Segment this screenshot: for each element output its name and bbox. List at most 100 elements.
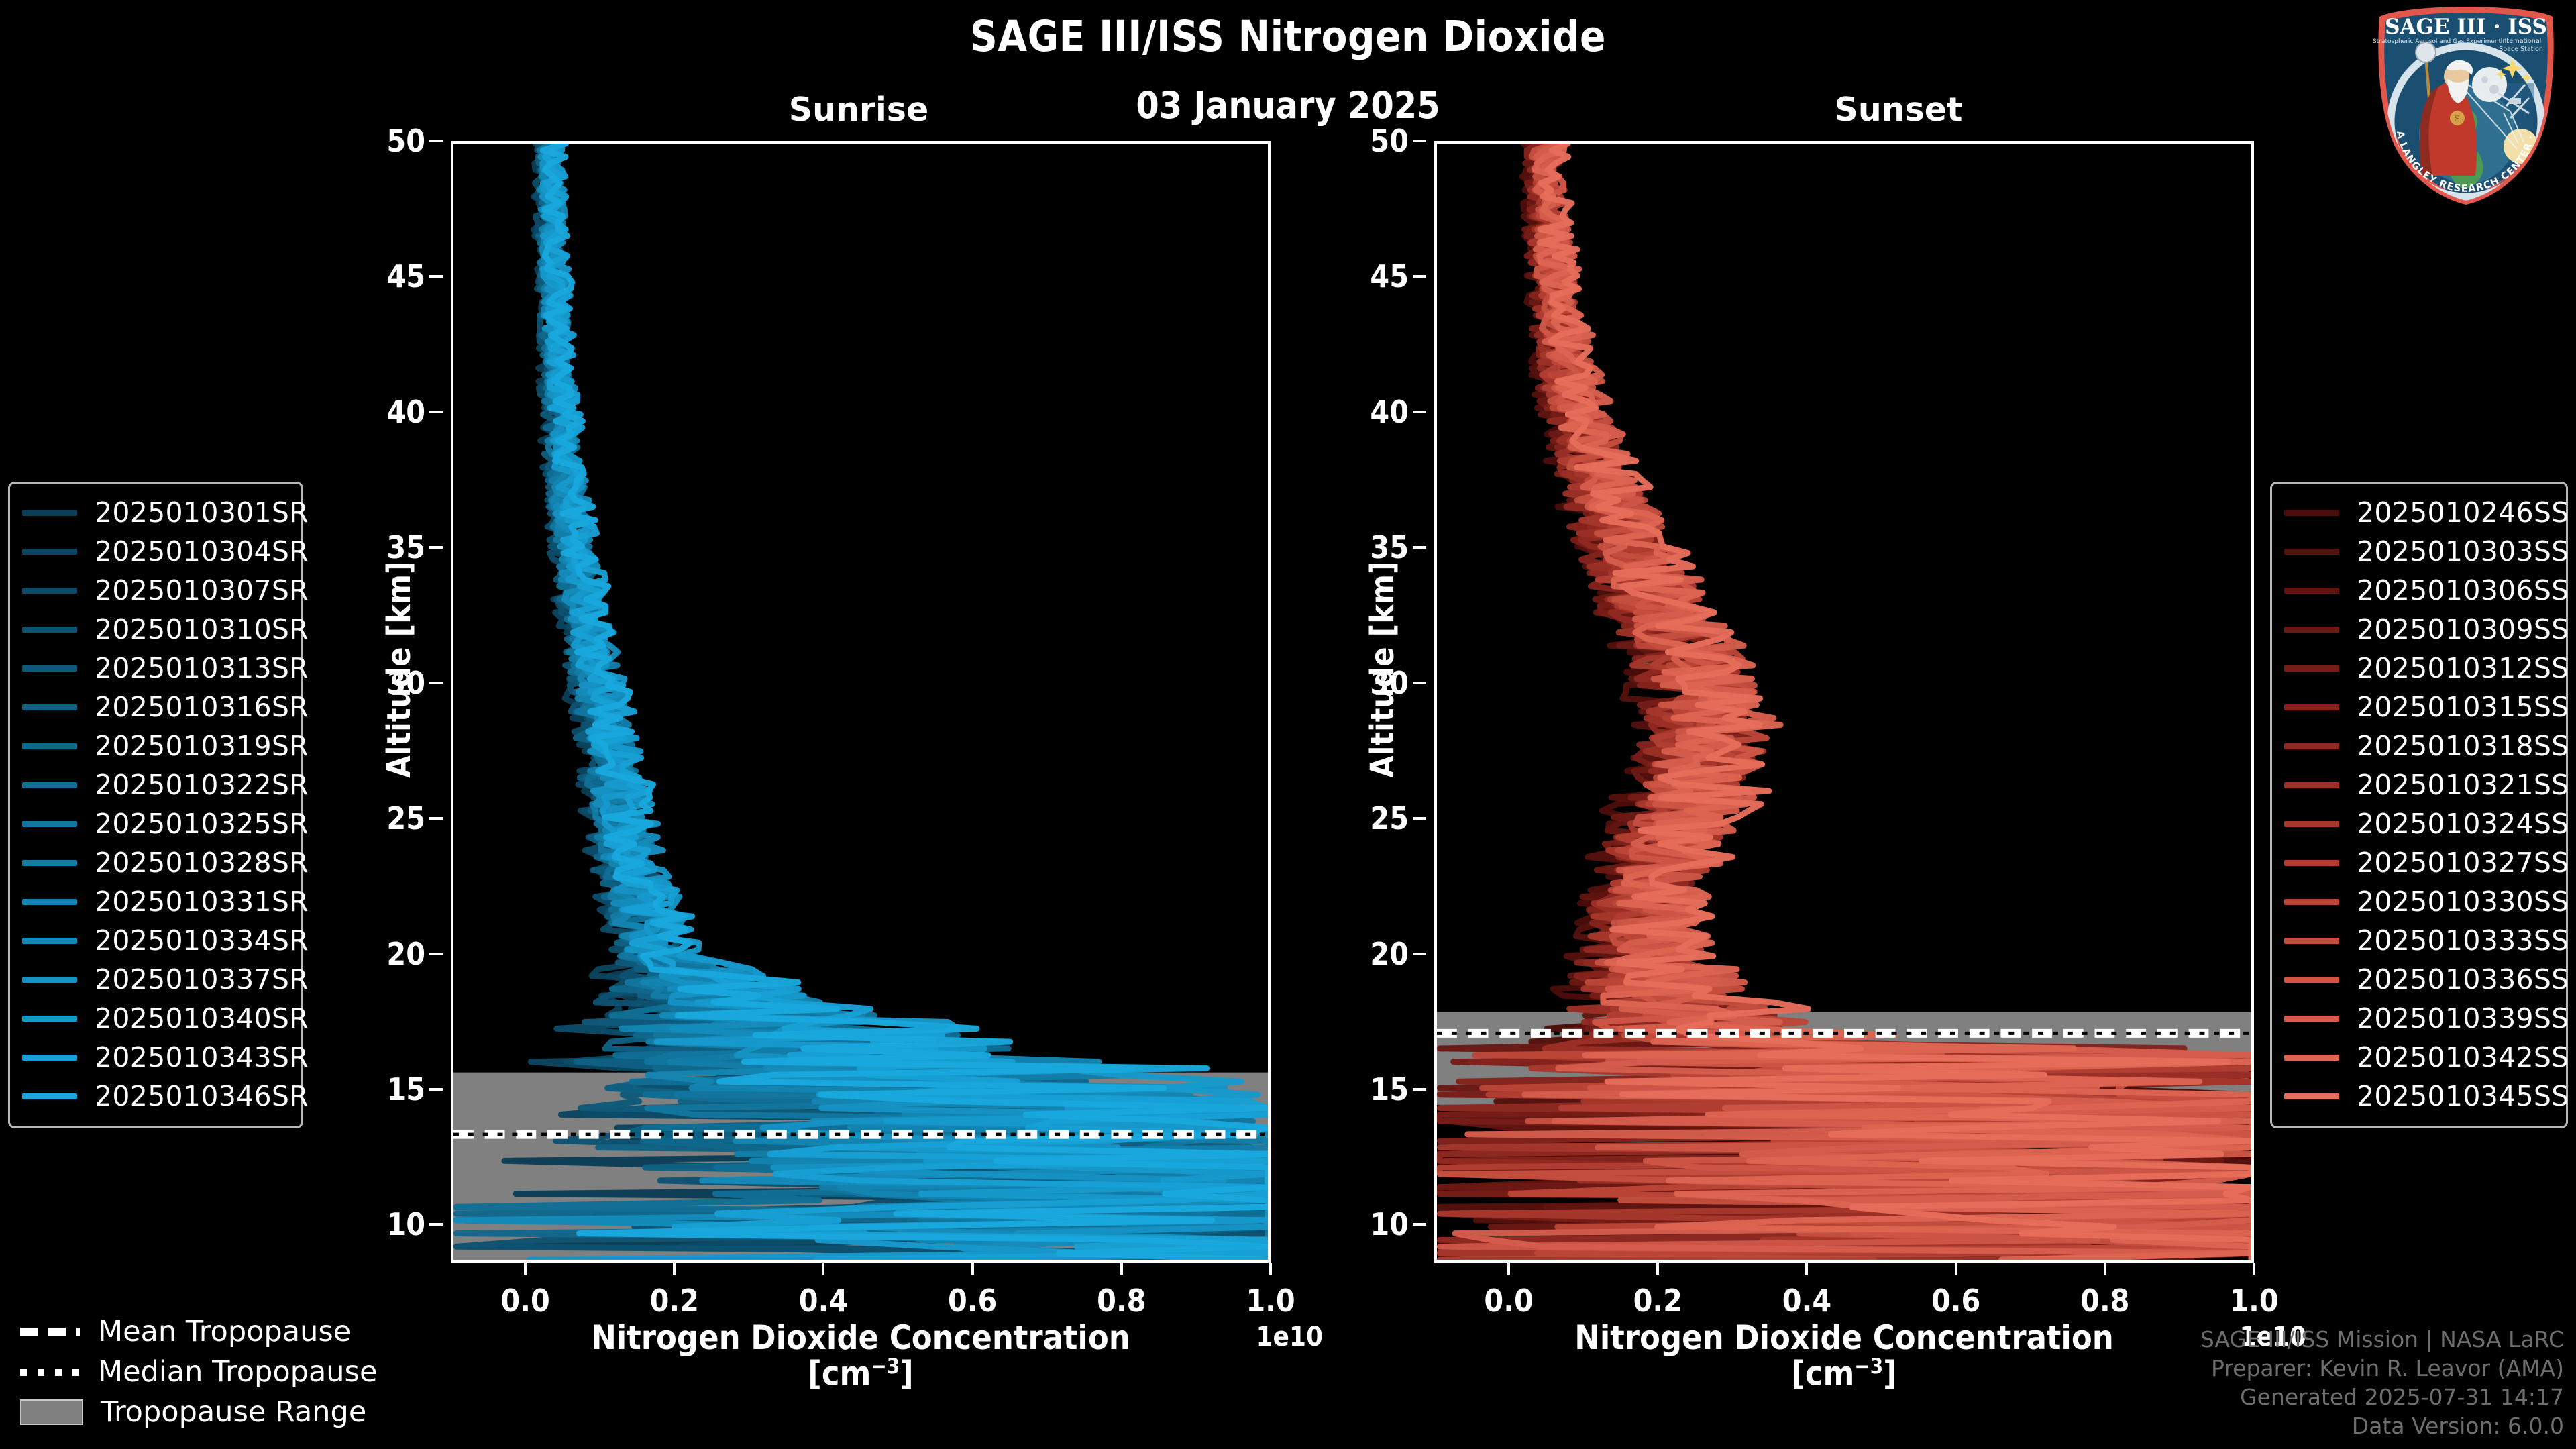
logo-sage-figure: S — [2415, 42, 2477, 176]
y-axis-tick-mark — [429, 816, 443, 820]
x-axis-tick-label: 0.8 — [1097, 1283, 1146, 1319]
legend-item[interactable]: 2025010330SS — [2284, 882, 2569, 921]
legend-item[interactable]: 2025010246SS — [2284, 493, 2569, 532]
sunrise-profile-traces — [453, 144, 1268, 1260]
legend-item[interactable]: 2025010337SR — [22, 960, 309, 999]
sunrise-y-axis: Altitude [km] 10 15 20 25 30 35 40 45 50 — [342, 123, 443, 1263]
legend-item-mean-tropopause: Mean Tropopause — [20, 1311, 449, 1352]
legend-color-swatch — [22, 898, 77, 905]
y-axis-tick-label: 15 — [1370, 1071, 1409, 1108]
sunrise-plot-area — [451, 141, 1271, 1263]
sunset-plot-area — [1434, 141, 2254, 1263]
sunset-series-legend[interactable]: 2025010246SS 2025010303SS 2025010306SS 2025… — [2270, 482, 2569, 1128]
logo-iss-station — [2498, 84, 2530, 119]
x-axis-tick-mark — [1656, 1263, 1660, 1275]
y-axis-tick-mark — [429, 1087, 443, 1091]
legend-item[interactable]: 2025010312SS — [2284, 649, 2569, 688]
legend-item[interactable]: 2025010322SR — [22, 765, 309, 804]
legend-color-swatch — [2284, 509, 2339, 516]
sunset-panel-title: Sunset — [1834, 91, 1963, 129]
sunset-profile-traces — [1437, 144, 2251, 1260]
y-axis-tick-label: 30 — [386, 664, 425, 701]
legend-color-swatch — [22, 704, 77, 710]
footer-mission: SAGE III/ISS Mission | NASA LaRC — [2200, 1326, 2564, 1353]
legend-series-label: 2025010336SS — [2357, 963, 2569, 996]
y-axis-tick-mark — [429, 681, 443, 684]
x-axis-tick-label: 0.6 — [947, 1283, 998, 1319]
legend-color-swatch — [2284, 859, 2339, 866]
legend-item[interactable]: 2025010343SR — [22, 1038, 309, 1077]
legend-series-label: 2025010333SS — [2357, 924, 2569, 957]
logo-ring — [2387, 42, 2545, 201]
legend-item[interactable]: 2025010303SS — [2284, 532, 2569, 571]
legend-item[interactable]: 2025010324SS — [2284, 804, 2569, 843]
legend-item[interactable]: 2025010342SS — [2284, 1038, 2569, 1077]
legend-item[interactable]: 2025010334SR — [22, 921, 309, 960]
y-axis-tick-mark — [429, 1223, 443, 1226]
page-title: SAGE III/ISS Nitrogen Dioxide — [969, 12, 1607, 61]
legend-item[interactable]: 2025010309SS — [2284, 610, 2569, 649]
x-axis-tick-mark — [673, 1263, 676, 1275]
y-axis-tick-mark — [1413, 410, 1426, 413]
legend-color-swatch — [2284, 820, 2339, 827]
logo-moon-crater-b — [2489, 85, 2499, 94]
legend-item[interactable]: 2025010325SR — [22, 804, 309, 843]
sunrise-x-label-exponent: −3 — [871, 1354, 900, 1379]
legend-series-label: 2025010301SR — [95, 496, 309, 529]
legend-item[interactable]: 2025010318SS — [2284, 727, 2569, 765]
y-axis-tick-mark — [1413, 140, 1426, 142]
legend-color-swatch — [22, 1093, 77, 1099]
y-axis-tick-mark — [1413, 1223, 1426, 1226]
legend-item[interactable]: 2025010307SR — [22, 571, 309, 610]
legend-item[interactable]: 2025010345SS — [2284, 1077, 2569, 1116]
legend-item[interactable]: 2025010306SS — [2284, 571, 2569, 610]
x-axis-tick-label: 0.2 — [649, 1283, 699, 1319]
legend-color-swatch — [2284, 704, 2339, 710]
y-axis-tick-mark — [429, 274, 443, 278]
legend-item[interactable]: 2025010336SS — [2284, 960, 2569, 999]
legend-item[interactable]: 2025010346SR — [22, 1077, 309, 1116]
tropopause-legend: Mean Tropopause Median Tropopause Tropop… — [20, 1311, 449, 1432]
legend-color-swatch — [2284, 1015, 2339, 1022]
legend-color-swatch — [22, 743, 77, 749]
legend-item[interactable]: 2025010319SR — [22, 727, 309, 765]
legend-item[interactable]: 2025010315SS — [2284, 688, 2569, 727]
legend-item[interactable]: 2025010310SR — [22, 610, 309, 649]
y-axis-tick-mark — [1413, 274, 1426, 278]
legend-item[interactable]: 2025010333SS — [2284, 921, 2569, 960]
legend-item[interactable]: 2025010321SS — [2284, 765, 2569, 804]
legend-item[interactable]: 2025010301SR — [22, 493, 309, 532]
legend-item[interactable]: 2025010331SR — [22, 882, 309, 921]
legend-item[interactable]: 2025010304SR — [22, 532, 309, 571]
x-axis-tick-label: 0.8 — [2080, 1283, 2130, 1319]
logo-beard — [2447, 79, 2469, 103]
x-axis-tick-label: 0.2 — [1633, 1283, 1682, 1319]
x-axis-tick-label: 0.6 — [1931, 1283, 1981, 1319]
legend-item[interactable]: 2025010328SR — [22, 843, 309, 882]
legend-item[interactable]: 2025010327SS — [2284, 843, 2569, 882]
sunset-axis-multiplier: 1e10 — [2239, 1322, 2306, 1352]
x-axis-tick-mark — [2253, 1263, 2255, 1275]
legend-color-swatch — [2284, 937, 2339, 944]
legend-color-swatch — [2284, 1054, 2339, 1061]
x-axis-tick-label: 0.4 — [1782, 1283, 1832, 1319]
legend-item[interactable]: 2025010316SR — [22, 688, 309, 727]
legend-color-swatch — [2284, 548, 2339, 555]
legend-color-swatch — [2284, 976, 2339, 983]
sunrise-x-label-line1: Nitrogen Dioxide Concentration — [591, 1318, 1130, 1357]
legend-series-label: 2025010330SS — [2357, 885, 2569, 918]
y-axis-tick-mark — [429, 952, 443, 955]
x-axis-tick-label: 0.0 — [1484, 1283, 1534, 1319]
logo-star-large — [2502, 58, 2522, 78]
footer-credits: SAGE III/ISS Mission | NASA LaRC Prepare… — [2200, 1326, 2564, 1441]
legend-item[interactable]: 2025010339SS — [2284, 999, 2569, 1038]
median-tropopause-label: Median Tropopause — [98, 1355, 378, 1389]
sunrise-series-legend[interactable]: 2025010301SR 2025010304SR 2025010307SR 2025… — [8, 482, 309, 1128]
sunrise-axis-multiplier: 1e10 — [1256, 1322, 1323, 1352]
logo-subtitle-right-line1: International — [2501, 38, 2542, 45]
y-axis-tick-mark — [1413, 545, 1426, 549]
legend-item-median-tropopause: Median Tropopause — [20, 1352, 449, 1392]
legend-item[interactable]: 2025010313SR — [22, 649, 309, 688]
dotted-line-icon — [20, 1368, 80, 1376]
legend-item[interactable]: 2025010340SR — [22, 999, 309, 1038]
